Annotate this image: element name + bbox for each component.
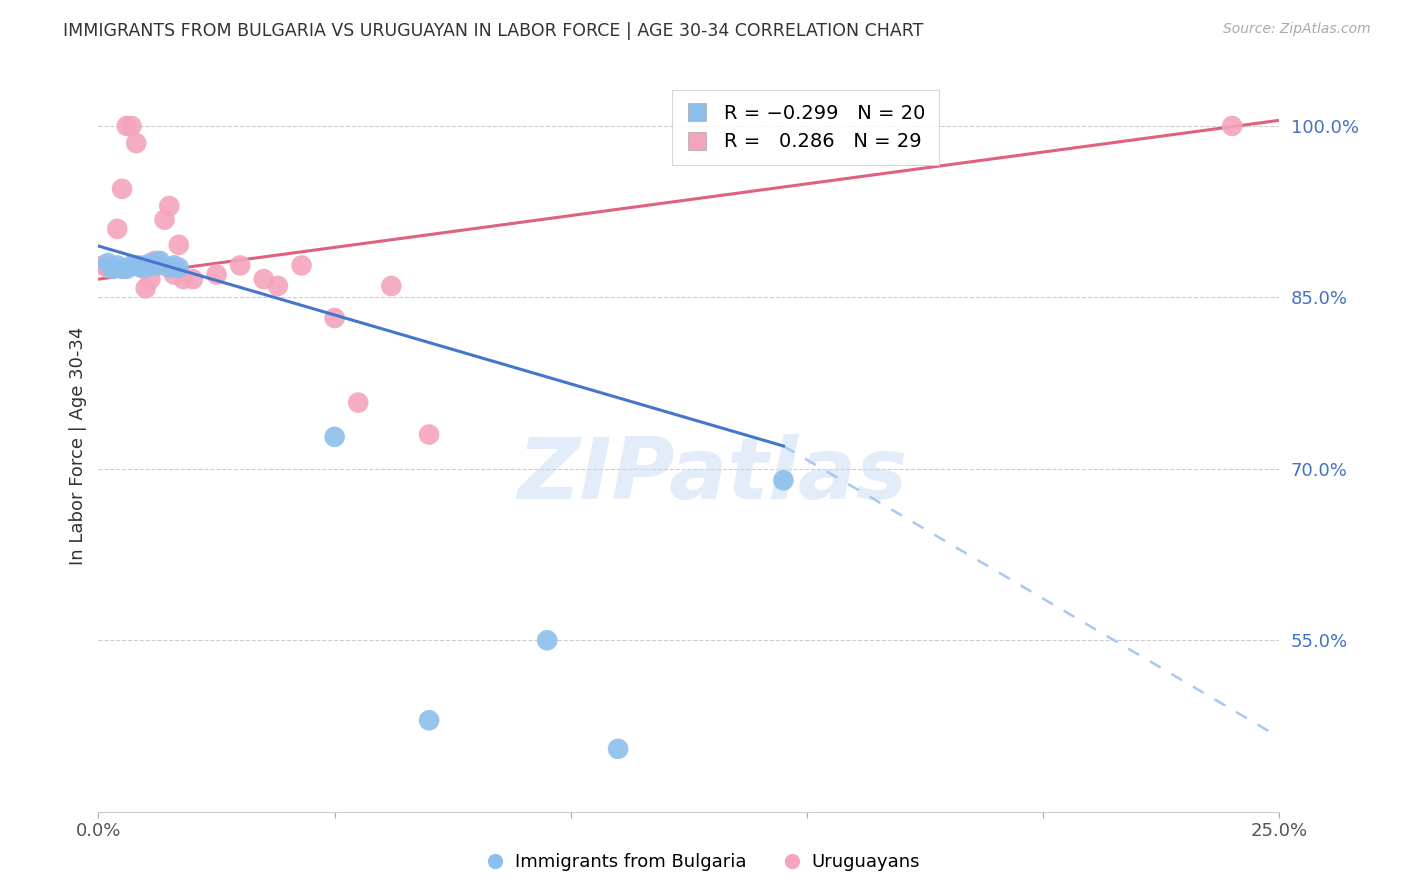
Point bbox=[111, 261, 134, 276]
Legend: Immigrants from Bulgaria, Uruguayans: Immigrants from Bulgaria, Uruguayans bbox=[479, 847, 927, 879]
Point bbox=[121, 119, 143, 133]
Legend: R = −0.299   N = 20, R =   0.286   N = 29: R = −0.299 N = 20, R = 0.286 N = 29 bbox=[672, 90, 939, 165]
Point bbox=[101, 261, 124, 276]
Point bbox=[135, 260, 157, 275]
Point bbox=[97, 260, 120, 275]
Point bbox=[229, 259, 252, 273]
Point bbox=[121, 259, 143, 273]
Point bbox=[125, 136, 148, 150]
Point bbox=[135, 281, 157, 295]
Point bbox=[163, 268, 186, 282]
Point bbox=[143, 253, 166, 268]
Point bbox=[115, 119, 138, 133]
Point bbox=[149, 259, 172, 273]
Point bbox=[163, 259, 186, 273]
Point bbox=[139, 272, 162, 286]
Point bbox=[267, 279, 290, 293]
Point bbox=[380, 279, 402, 293]
Point bbox=[129, 260, 152, 275]
Point bbox=[172, 272, 194, 286]
Point bbox=[167, 238, 190, 252]
Point bbox=[149, 253, 172, 268]
Point bbox=[181, 272, 204, 286]
Point bbox=[91, 259, 114, 273]
Point bbox=[418, 714, 440, 728]
Point bbox=[205, 268, 228, 282]
Point bbox=[418, 427, 440, 442]
Y-axis label: In Labor Force | Age 30-34: In Labor Force | Age 30-34 bbox=[69, 326, 87, 566]
Point bbox=[101, 260, 124, 275]
Point bbox=[157, 260, 180, 275]
Text: IMMIGRANTS FROM BULGARIA VS URUGUAYAN IN LABOR FORCE | AGE 30-34 CORRELATION CHA: IMMIGRANTS FROM BULGARIA VS URUGUAYAN IN… bbox=[63, 22, 924, 40]
Point bbox=[125, 259, 148, 273]
Point bbox=[167, 260, 190, 275]
Point bbox=[323, 311, 346, 326]
Point bbox=[111, 182, 134, 196]
Point bbox=[97, 256, 120, 270]
Point bbox=[143, 259, 166, 273]
Text: Source: ZipAtlas.com: Source: ZipAtlas.com bbox=[1223, 22, 1371, 37]
Point bbox=[772, 473, 794, 487]
Point bbox=[253, 272, 276, 286]
Point bbox=[153, 212, 176, 227]
Point bbox=[105, 259, 128, 273]
Point bbox=[1220, 119, 1243, 133]
Text: ZIPatlas: ZIPatlas bbox=[517, 434, 908, 516]
Point bbox=[115, 261, 138, 276]
Point bbox=[323, 430, 346, 444]
Point bbox=[347, 395, 370, 409]
Point bbox=[105, 222, 128, 236]
Point bbox=[607, 742, 630, 756]
Point bbox=[290, 259, 312, 273]
Point bbox=[139, 256, 162, 270]
Point bbox=[157, 199, 180, 213]
Point bbox=[536, 633, 558, 648]
Point bbox=[129, 259, 152, 273]
